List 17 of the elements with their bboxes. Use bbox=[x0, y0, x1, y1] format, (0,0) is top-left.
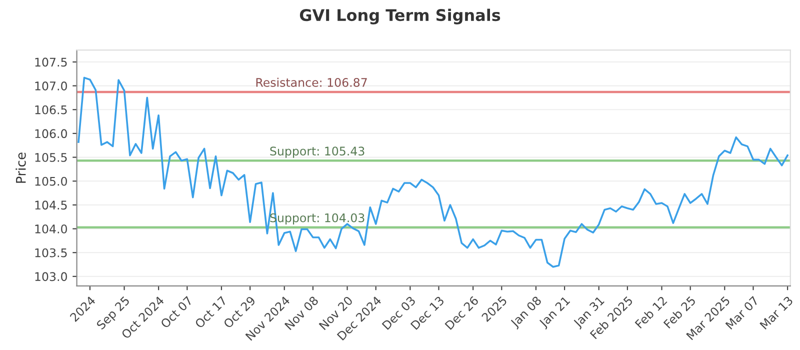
y-tick-label: 104.5 bbox=[35, 200, 67, 210]
y-tick-label: 105.0 bbox=[35, 176, 67, 186]
y-tick-label: 107.5 bbox=[35, 58, 67, 67]
y-tick-label: 105.5 bbox=[35, 153, 67, 162]
y-tick-label: 106.0 bbox=[35, 129, 67, 138]
line-series bbox=[78, 76, 788, 268]
x-tick-label: Mar 13 bbox=[759, 296, 794, 330]
y-tick-label: 104.0 bbox=[35, 224, 67, 234]
y-tick-label: 106.5 bbox=[35, 105, 67, 114]
ref-line-label: Resistance: 106.87 bbox=[256, 78, 367, 87]
y-tick-label: 107.0 bbox=[35, 82, 67, 90]
chart-title: GVI Long Term Signals bbox=[300, 8, 500, 24]
x-tick-label: Dec 26 bbox=[444, 296, 479, 330]
y-axis-title: Price bbox=[16, 152, 26, 183]
ref-line-label: Support: 105.43 bbox=[270, 146, 364, 158]
y-tick-label: 103.0 bbox=[35, 272, 67, 282]
y-tick-label: 103.5 bbox=[35, 248, 67, 258]
